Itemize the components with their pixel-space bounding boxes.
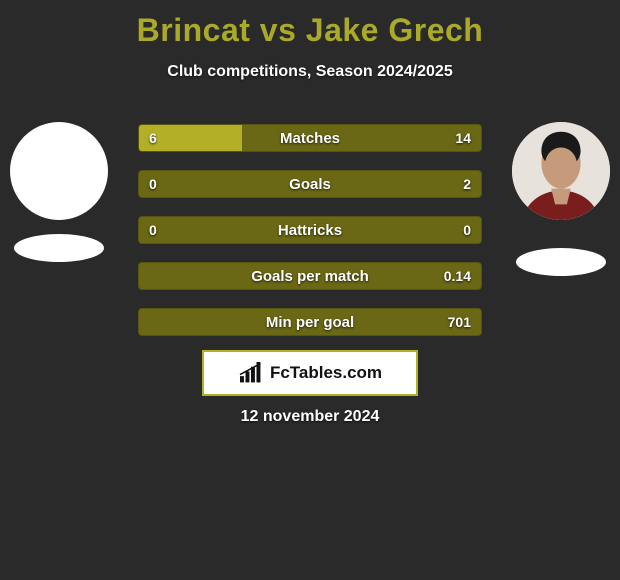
stat-label: Matches: [139, 125, 481, 151]
player-right-panel: [506, 122, 616, 276]
stat-value-right: 701: [448, 309, 471, 335]
stat-value-right: 14: [455, 125, 471, 151]
stat-row: Goals per match0.14: [138, 262, 482, 290]
stat-value-right: 0.14: [444, 263, 471, 289]
bar-chart-icon: [238, 362, 264, 384]
player-left-panel: [4, 122, 114, 262]
page-subtitle: Club competitions, Season 2024/2025: [0, 63, 620, 81]
player-right-club-badge: [516, 248, 606, 276]
person-placeholder-icon: [10, 122, 108, 220]
stat-value-right: 2: [463, 171, 471, 197]
stat-label: Min per goal: [139, 309, 481, 335]
brand-text: FcTables.com: [270, 363, 382, 383]
stat-row: 6Matches14: [138, 124, 482, 152]
stat-label: Goals per match: [139, 263, 481, 289]
page-title: Brincat vs Jake Grech: [0, 0, 620, 49]
date-text: 12 november 2024: [0, 408, 620, 426]
stat-row: 0Hattricks0: [138, 216, 482, 244]
stat-label: Goals: [139, 171, 481, 197]
stats-container: 6Matches140Goals20Hattricks0Goals per ma…: [138, 124, 482, 354]
player-left-avatar: [10, 122, 108, 220]
brand-badge[interactable]: FcTables.com: [202, 350, 418, 396]
stat-label: Hattricks: [139, 217, 481, 243]
person-icon: [512, 122, 610, 220]
stat-row: Min per goal701: [138, 308, 482, 336]
stat-row: 0Goals2: [138, 170, 482, 198]
player-left-club-badge: [14, 234, 104, 262]
stat-value-right: 0: [463, 217, 471, 243]
player-right-avatar: [512, 122, 610, 220]
